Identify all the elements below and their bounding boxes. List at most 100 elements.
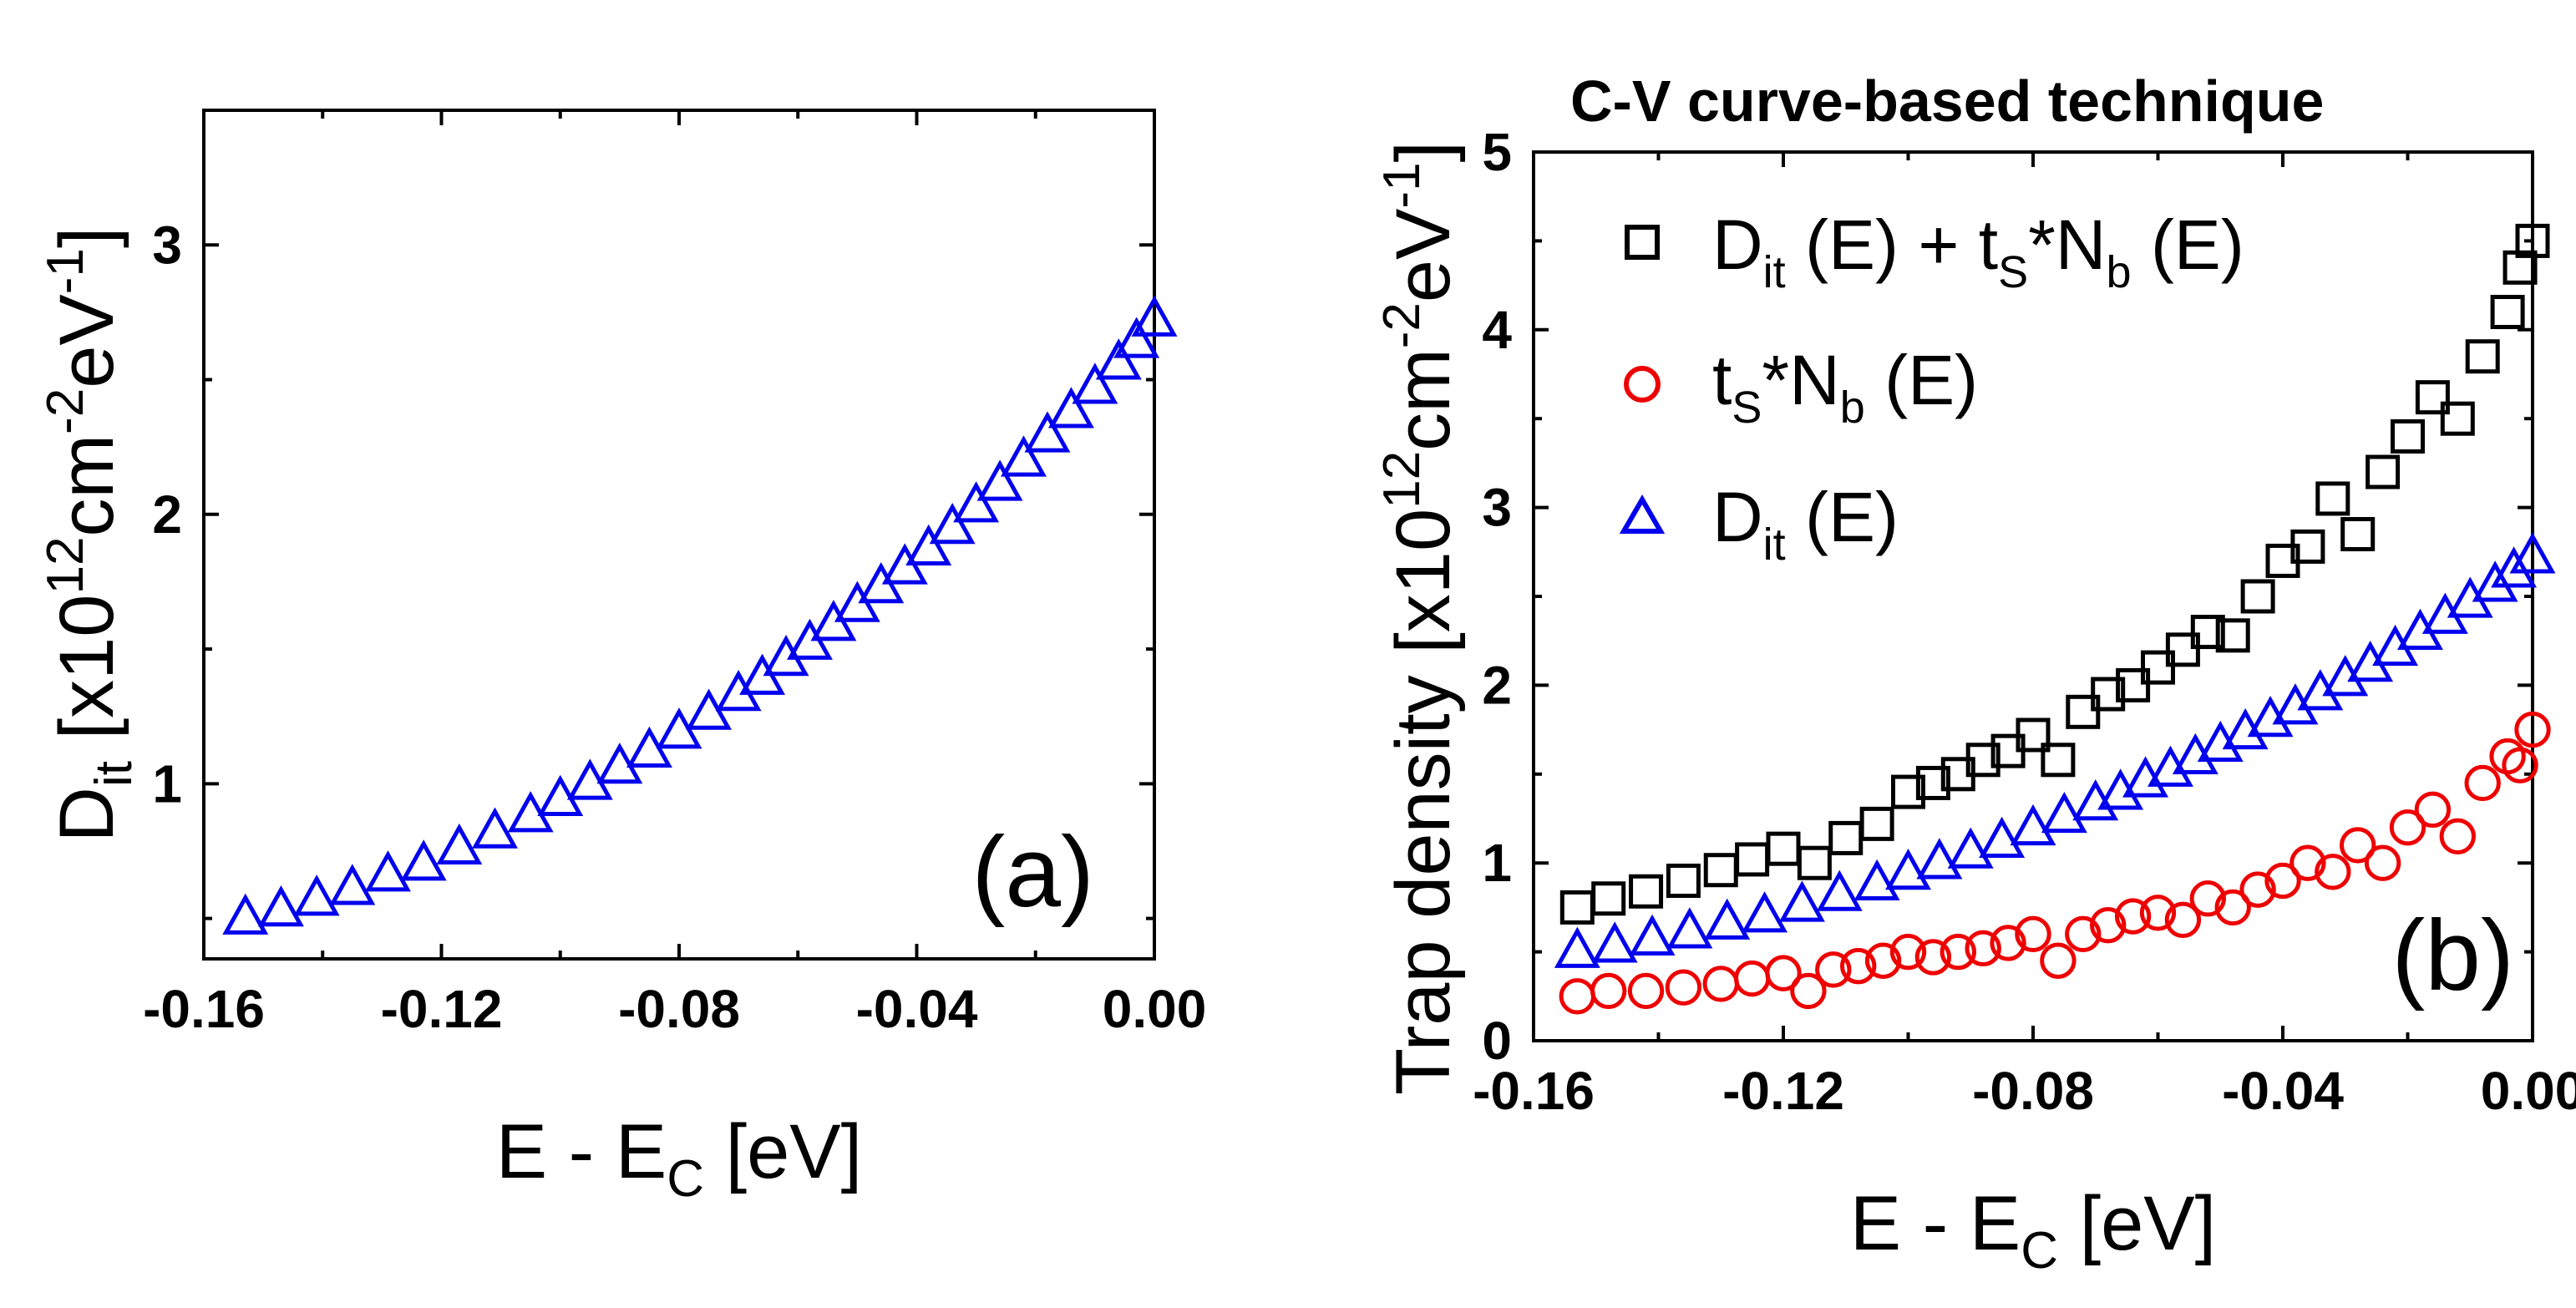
chart-b-circle-point: [2040, 942, 2077, 979]
chart-b-circle-point: [2414, 791, 2452, 829]
chart-b-title: C-V curve-based technique: [1570, 68, 2324, 134]
chart-b-panel-label: (b): [2391, 900, 2514, 1011]
chart-a-x-tick-label: -0.04: [856, 979, 978, 1039]
chart-a-triangle-point: [905, 524, 952, 566]
legend-label-bulk: tS*Nb (E): [1712, 341, 1978, 433]
chart-b-square-point: [1703, 853, 1738, 888]
chart-a-triangle-point: [929, 503, 976, 545]
chart-b: C-V curve-based technique -0.16 -0.12 -0.0…: [1373, 68, 2576, 1280]
chart-a-triangle-point: [293, 875, 340, 916]
chart-a-y-axis-label: Dit [x1012cm-2eV-1]: [37, 227, 143, 843]
chart-b-triangle-point: [2010, 804, 2056, 846]
chart-a-triangle-point: [222, 893, 269, 935]
chart-a-ticks: -0.16 -0.12 -0.08 -0.04 0.00 1 2 3: [143, 109, 1206, 1039]
chart-b-square-point: [1666, 863, 1701, 898]
chart-b-circle-point: [2289, 844, 2326, 881]
chart-b-square-point: [2502, 250, 2538, 285]
chart-a-triangle-point: [1047, 387, 1094, 428]
chart-b-square-point: [2240, 579, 2275, 614]
chart-b-square-point: [1797, 845, 1832, 880]
legend-square-marker: [1625, 225, 1660, 260]
chart-b-square-point: [1828, 820, 1864, 855]
chart-a-x-axis-label: E - EC [eV]: [496, 1109, 862, 1208]
chart-a: -0.16 -0.12 -0.08 -0.04 0.00 1 2 3 (a) E - EC […: [37, 109, 1206, 1208]
chart-b-square-point: [1629, 874, 1664, 909]
chart-b-square-point: [2116, 667, 2151, 702]
chart-a-triangle-point: [472, 807, 518, 849]
chart-b-square-point: [2340, 517, 2376, 552]
chart-b-square-point: [2215, 618, 2250, 653]
chart-a-y-tick-label: 3: [152, 215, 182, 275]
chart-b-circle-point: [1590, 972, 1627, 1010]
chart-b-triangle-point: [1629, 914, 1676, 956]
chart-b-circle-point: [2439, 818, 2477, 854]
chart-b-circle-point: [2164, 901, 2202, 938]
chart-b-circle-point: [1990, 925, 2026, 961]
legend-item-dit: Dit (E): [1619, 478, 1899, 570]
chart-b-square-point: [2165, 632, 2200, 667]
chart-b-circle-point: [2214, 889, 2251, 926]
chart-b-y-tick-label: 4: [1482, 300, 1512, 360]
chart-b-triangle-point: [2472, 560, 2518, 602]
chart-a-triangle-point: [400, 839, 447, 881]
chart-b-square-point: [2465, 339, 2500, 374]
chart-b-circle-point: [2514, 711, 2551, 748]
chart-b-ticks: -0.16 -0.12 -0.08 -0.04 0.00 0 1 2 3 4 5: [1473, 122, 2576, 1121]
chart-b-circle-point: [2315, 854, 2351, 890]
chart-b-circle-point: [2114, 898, 2152, 935]
chart-b-square-point: [2515, 223, 2550, 258]
chart-b-triangle-point: [2041, 791, 2087, 834]
chart-a-triangle-point: [1024, 411, 1071, 453]
chart-b-x-axis-label: E - EC [eV]: [1850, 1181, 2216, 1280]
chart-b-triangle-point: [1591, 921, 1638, 963]
chart-b-square-point: [2415, 380, 2450, 415]
chart-b-y-tick-label: 3: [1482, 478, 1512, 538]
chart-b-square-point: [1965, 743, 2000, 778]
chart-b-circle-point: [2065, 915, 2102, 953]
chart-b-y-tick-label: 5: [1482, 122, 1512, 182]
chart-b-triangle-point: [2491, 546, 2538, 588]
chart-b-square-point: [2141, 650, 2175, 685]
chart-b-square-point: [2490, 295, 2525, 330]
chart-a-x-tick-label: -0.08: [618, 979, 740, 1039]
legend-item-bulk: tS*Nb (E): [1624, 341, 1978, 433]
chart-a-triangle-point: [1001, 435, 1047, 477]
chart-b-circle-point: [1940, 933, 1977, 971]
chart-b-x-tick-label: -0.04: [2222, 1061, 2344, 1121]
chart-b-plot-frame: [1532, 150, 2534, 1042]
chart-b-triangle-point: [1853, 859, 1900, 901]
chart-b-square-point: [2091, 677, 2126, 712]
chart-b-square-point: [1859, 806, 1894, 841]
chart-b-x-tick-label: -0.08: [1972, 1061, 2094, 1121]
chart-b-square-point: [1766, 831, 1801, 866]
chart-b-circle-point: [1790, 972, 1827, 1010]
chart-b-triangle-point: [1947, 827, 1994, 869]
chart-b-circle-point: [2239, 871, 2276, 908]
chart-b-circle-point: [2264, 862, 2301, 900]
chart-b-triangle-point: [1916, 838, 1963, 880]
chart-a-panel-label: (a): [971, 816, 1094, 928]
chart-b-circle-point: [2464, 764, 2501, 802]
chart-b-square-point: [2190, 615, 2225, 650]
legend-label-dit: Dit (E): [1712, 478, 1899, 570]
chart-b-triangle-point: [1816, 869, 1863, 911]
chart-b-square-point: [2440, 401, 2475, 436]
chart-b-circle-point: [1914, 939, 1952, 976]
chart-b-circle-point: [1840, 947, 1877, 985]
chart-b-triangle-point: [1704, 898, 1751, 940]
chart-b-circle-point: [2189, 880, 2227, 917]
chart-b-circle-point: [2389, 809, 2426, 846]
chart-a-triangle-point: [1095, 338, 1142, 380]
chart-a-triangle-point: [329, 864, 376, 905]
chart-b-square-point: [1915, 765, 1950, 800]
chart-b-legend: Dit (E) + tS*Nb (E) tS*Nb (E) Dit (E): [1619, 205, 2244, 570]
chart-b-circle-point: [1702, 966, 1739, 1002]
chart-b-triangle-point: [1554, 926, 1600, 968]
chart-b-circle-point: [1559, 978, 1596, 1015]
chart-b-marks: [1554, 223, 2556, 1015]
chart-b-circle-point: [2364, 844, 2401, 881]
chart-b-triangle-point: [1778, 880, 1825, 922]
chart-a-triangle-point: [953, 481, 1000, 523]
chart-b-square-point: [2066, 694, 2101, 729]
chart-b-triangle-point: [1666, 907, 1713, 949]
